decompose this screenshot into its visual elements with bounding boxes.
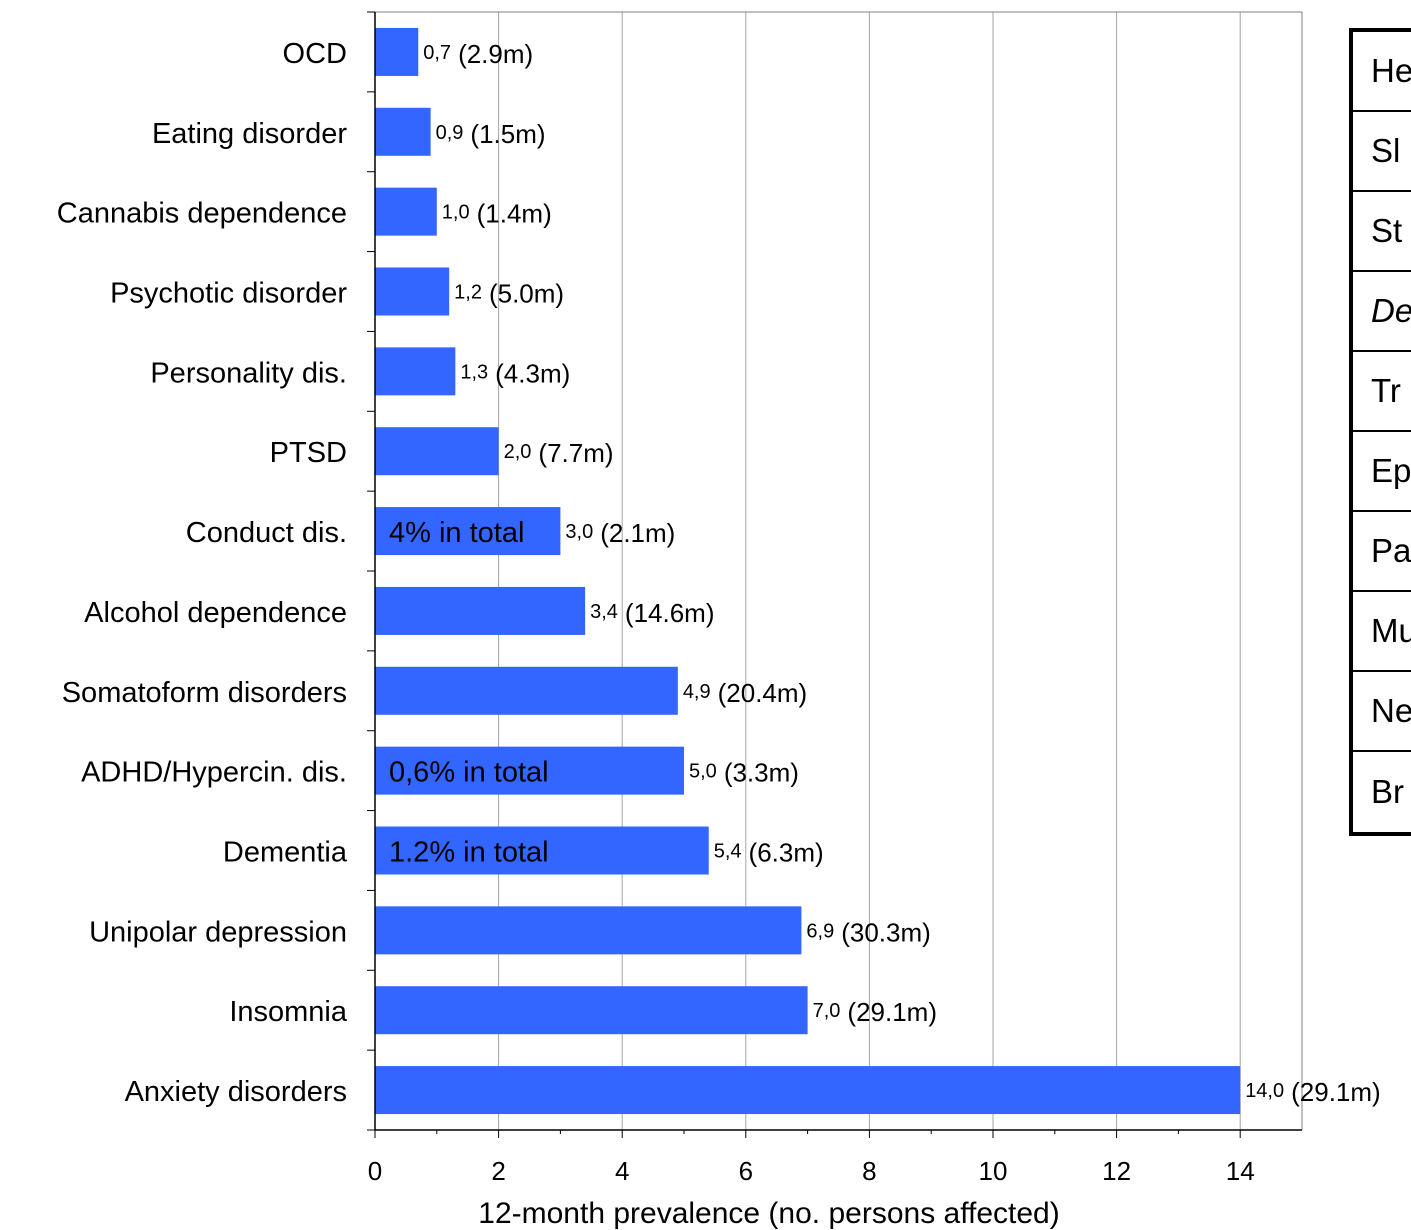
- persons-affected-label: (30.3m): [841, 917, 931, 947]
- persons-affected-label: (1.4m): [477, 199, 552, 229]
- side-table-cell: Pa: [1353, 512, 1411, 592]
- value-label: 1,3: [460, 361, 488, 383]
- value-label: 0,9: [436, 122, 464, 144]
- value-label: 6,9: [806, 920, 834, 942]
- bar: [375, 347, 456, 396]
- value-label: 3,0: [565, 521, 593, 543]
- category-label: Eating disorder: [152, 118, 347, 150]
- side-table-cell: Ep: [1353, 432, 1411, 512]
- persons-affected-label: (29.1m): [1291, 1077, 1381, 1107]
- side-table-cell: He: [1353, 32, 1411, 112]
- persons-affected-label: (3.3m): [724, 758, 799, 788]
- persons-affected-label: (6.3m): [749, 838, 824, 868]
- side-table-cell: Mu: [1353, 592, 1411, 672]
- value-label: 4,9: [683, 681, 711, 703]
- persons-affected-label: (29.1m): [847, 997, 937, 1027]
- category-label: Insomnia: [229, 996, 348, 1028]
- category-label: Alcohol dependence: [84, 597, 347, 629]
- persons-affected-label: (2.9m): [458, 39, 533, 69]
- bar: [375, 27, 419, 76]
- value-label: 3,4: [590, 601, 618, 623]
- in-bar-note: 4% in total: [389, 517, 524, 549]
- value-label: 7,0: [813, 1000, 841, 1022]
- category-label: Psychotic disorder: [110, 278, 347, 310]
- value-label: 1,0: [442, 202, 470, 224]
- category-label: Conduct dis.: [186, 517, 347, 549]
- x-tick-label: 12: [1102, 1156, 1131, 1186]
- bar: [375, 826, 709, 875]
- bar: [375, 507, 561, 556]
- persons-affected-label: (14.6m): [625, 598, 715, 628]
- bar: [375, 906, 802, 955]
- value-label: 1,2: [454, 282, 482, 304]
- x-tick-label: 10: [979, 1156, 1008, 1186]
- persons-affected-label: (2.1m): [600, 518, 675, 548]
- bar: [375, 267, 450, 316]
- category-label: Cannabis dependence: [57, 198, 347, 230]
- bar: [375, 107, 431, 156]
- category-label: Anxiety disorders: [125, 1076, 347, 1108]
- side-table: HeSlStDeTrEpPaMuNe Br: [1349, 28, 1411, 836]
- bar: [375, 586, 586, 635]
- x-tick-label: 4: [615, 1156, 629, 1186]
- persons-affected-label: (1.5m): [470, 119, 545, 149]
- persons-affected-label: (5.0m): [489, 279, 564, 309]
- category-label: Unipolar depression: [89, 916, 347, 948]
- in-bar-note: 1.2% in total: [389, 837, 549, 869]
- bar: [375, 427, 499, 476]
- x-tick-label: 6: [739, 1156, 753, 1186]
- x-axis-title: 12-month prevalence (no. persons affecte…: [478, 1197, 1059, 1230]
- side-table-cell: Sl: [1353, 112, 1411, 192]
- persons-affected-label: (7.7m): [538, 438, 613, 468]
- persons-affected-label: (4.3m): [495, 358, 570, 388]
- category-label: OCD: [283, 38, 347, 70]
- side-table-cell: Tr: [1353, 352, 1411, 432]
- category-label: Dementia: [223, 837, 348, 869]
- side-table-cell: Br: [1371, 773, 1404, 810]
- side-table-cell: Ne: [1353, 672, 1411, 752]
- x-tick-label: 0: [368, 1156, 382, 1186]
- value-label: 2,0: [504, 441, 532, 463]
- value-label: 0,7: [423, 42, 451, 64]
- bar: [375, 666, 678, 715]
- x-tick-label: 14: [1226, 1156, 1255, 1186]
- category-label: Personality dis.: [150, 357, 347, 389]
- side-table-cell: De: [1353, 272, 1411, 352]
- value-label: 5,0: [689, 761, 717, 783]
- side-table-cell: St: [1353, 192, 1411, 272]
- value-label: 5,4: [714, 841, 742, 863]
- bar: [375, 1066, 1241, 1115]
- x-tick-label: 8: [862, 1156, 876, 1186]
- bar: [375, 187, 437, 236]
- bar: [375, 746, 684, 795]
- value-label: 14,0: [1245, 1080, 1284, 1102]
- category-label: Somatoform disorders: [62, 677, 347, 709]
- category-label: PTSD: [270, 437, 347, 469]
- category-label: ADHD/Hypercin. dis.: [81, 757, 347, 789]
- bar: [375, 986, 808, 1035]
- x-tick-label: 2: [491, 1156, 505, 1186]
- persons-affected-label: (20.4m): [718, 678, 808, 708]
- in-bar-note: 0,6% in total: [389, 757, 549, 789]
